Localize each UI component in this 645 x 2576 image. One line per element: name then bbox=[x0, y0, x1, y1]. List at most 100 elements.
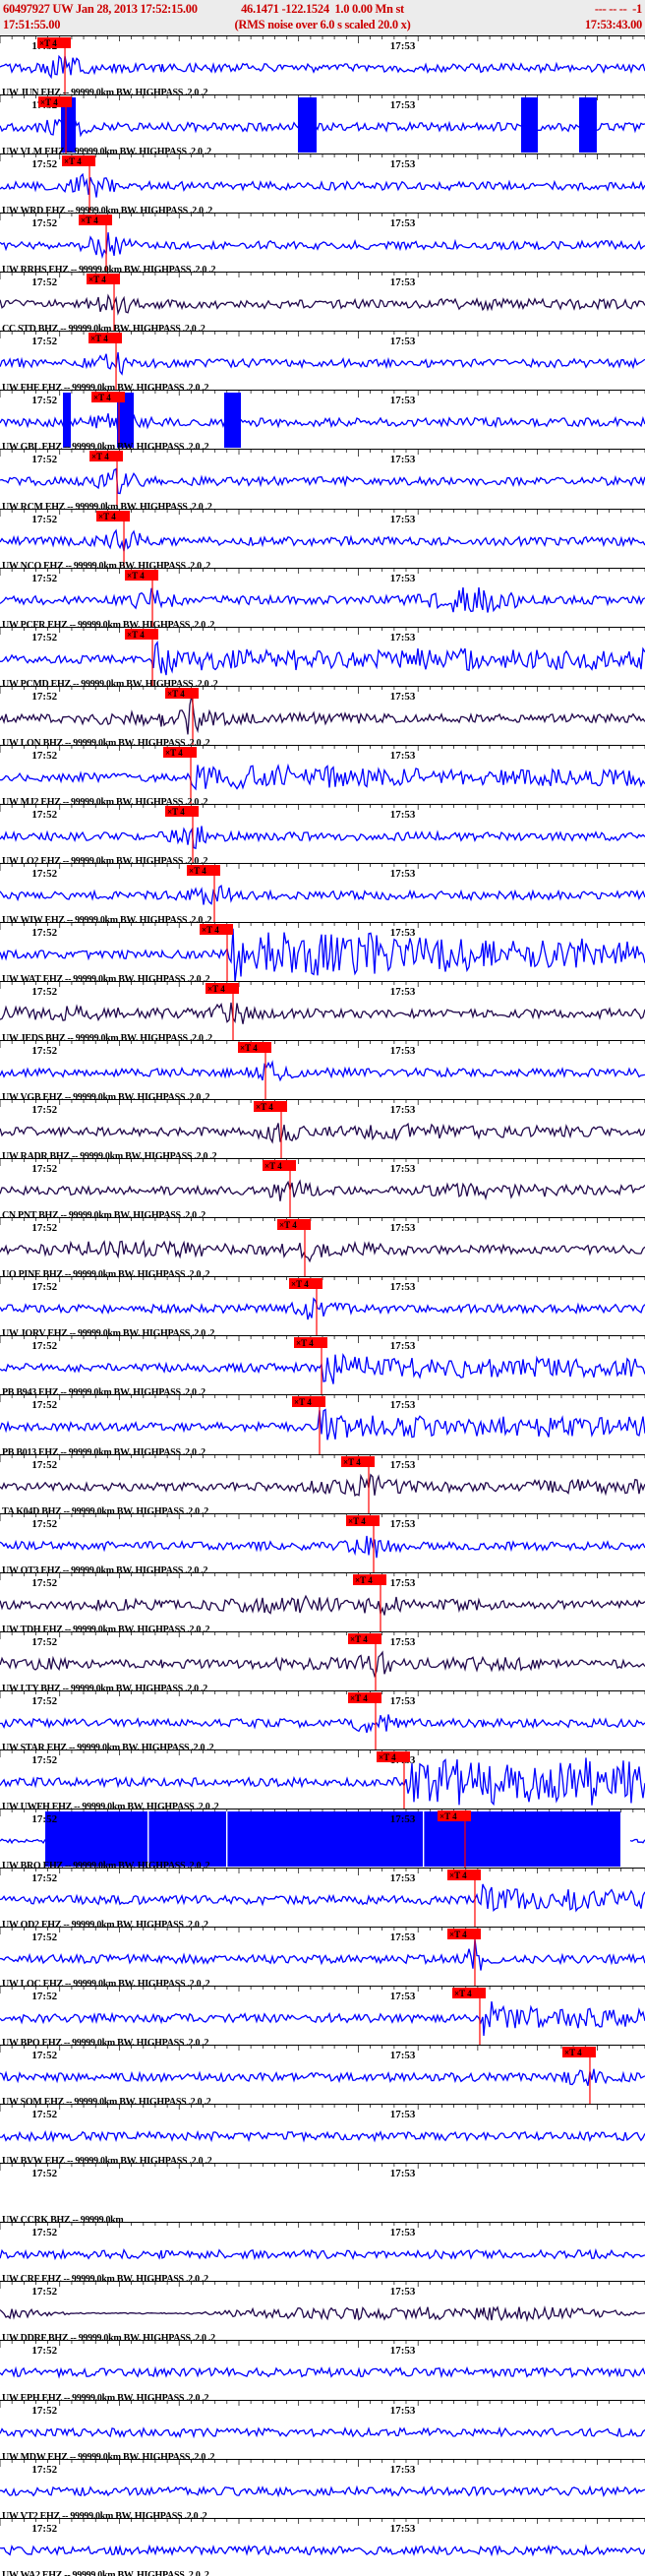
svg-text:×T 4: ×T 4 bbox=[207, 984, 225, 994]
svg-text:×T 4: ×T 4 bbox=[343, 1456, 361, 1466]
svg-text:×T 4: ×T 4 bbox=[81, 215, 98, 225]
svg-text:×T 4: ×T 4 bbox=[40, 97, 58, 107]
svg-text:×T 4: ×T 4 bbox=[91, 452, 109, 461]
svg-text:17:52: 17:52 bbox=[31, 573, 57, 584]
svg-text:×T 4: ×T 4 bbox=[98, 511, 116, 521]
svg-text:17:52: 17:52 bbox=[31, 2464, 57, 2476]
svg-text:17:52: 17:52 bbox=[31, 986, 57, 998]
svg-text:17:52: 17:52 bbox=[31, 2109, 57, 2120]
svg-text:17:52: 17:52 bbox=[31, 1045, 57, 1057]
svg-text:×T 4: ×T 4 bbox=[167, 689, 185, 699]
svg-text:17:52: 17:52 bbox=[31, 513, 57, 524]
svg-text:17:53: 17:53 bbox=[390, 2168, 416, 2179]
svg-text:17:52: 17:52 bbox=[31, 2168, 57, 2179]
svg-text:17:53: 17:53 bbox=[390, 2464, 416, 2476]
svg-text:17:53: 17:53 bbox=[390, 2050, 416, 2061]
svg-text:17:52: 17:52 bbox=[31, 750, 57, 762]
svg-text:17:52: 17:52 bbox=[31, 927, 57, 939]
svg-text:17:52: 17:52 bbox=[31, 1163, 57, 1175]
svg-text:×T 4: ×T 4 bbox=[564, 2048, 582, 2057]
svg-text:17:53: 17:53 bbox=[390, 573, 416, 584]
svg-text:17:53: 17:53 bbox=[390, 2227, 416, 2239]
svg-text:17:53: 17:53 bbox=[390, 1104, 416, 1116]
svg-text:×T 4: ×T 4 bbox=[296, 1338, 314, 1348]
svg-text:17:53: 17:53 bbox=[390, 927, 416, 939]
svg-text:17:52: 17:52 bbox=[31, 809, 57, 821]
svg-text:17:52: 17:52 bbox=[31, 1695, 57, 1707]
svg-text:17:52: 17:52 bbox=[31, 1222, 57, 1234]
svg-text:17:53: 17:53 bbox=[390, 1518, 416, 1530]
svg-text:×T 4: ×T 4 bbox=[348, 1516, 366, 1526]
svg-text:17:53: 17:53 bbox=[390, 1163, 416, 1175]
svg-text:×T 4: ×T 4 bbox=[165, 748, 183, 758]
svg-text:17:53: 17:53 bbox=[390, 513, 416, 524]
svg-text:17:52: 17:52 bbox=[31, 1991, 57, 2002]
svg-text:×T 4: ×T 4 bbox=[90, 334, 108, 343]
svg-text:×T 4: ×T 4 bbox=[127, 630, 145, 640]
svg-text:17:52: 17:52 bbox=[31, 1340, 57, 1352]
svg-text:17:53: 17:53 bbox=[390, 395, 416, 406]
svg-text:17:53: 17:53 bbox=[390, 158, 416, 170]
svg-text:17:53: 17:53 bbox=[390, 276, 416, 288]
svg-text:17:52: 17:52 bbox=[31, 217, 57, 229]
svg-text:17:52: 17:52 bbox=[31, 1754, 57, 1766]
svg-text:17:53: 17:53 bbox=[390, 99, 416, 111]
svg-text:17:52: 17:52 bbox=[31, 1636, 57, 1648]
svg-text:17:53: 17:53 bbox=[390, 1872, 416, 1884]
svg-text:17:52: 17:52 bbox=[31, 1577, 57, 1589]
svg-text:17:53: 17:53 bbox=[390, 217, 416, 229]
svg-text:17:53: 17:53 bbox=[390, 868, 416, 880]
svg-text:17:53: 17:53 bbox=[390, 1932, 416, 1943]
svg-text:17:53: 17:53 bbox=[390, 1813, 416, 1825]
svg-text:17:52: 17:52 bbox=[31, 1104, 57, 1116]
svg-text:17:52: 17:52 bbox=[31, 1518, 57, 1530]
svg-text:×T 4: ×T 4 bbox=[449, 1930, 467, 1939]
svg-text:17:52: 17:52 bbox=[31, 868, 57, 880]
svg-text:17:52: 17:52 bbox=[31, 2286, 57, 2298]
svg-text:17:53: 17:53 bbox=[390, 632, 416, 644]
svg-text:×T 4: ×T 4 bbox=[294, 1397, 312, 1407]
svg-text:17:53: 17:53 bbox=[390, 691, 416, 703]
svg-text:×T 4: ×T 4 bbox=[127, 571, 145, 581]
svg-text:×T 4: ×T 4 bbox=[355, 1575, 373, 1585]
svg-text:17:53: 17:53 bbox=[390, 2523, 416, 2535]
svg-text:17:53: 17:53 bbox=[390, 1281, 416, 1293]
svg-text:17:53: 17:53 bbox=[390, 40, 416, 52]
svg-text:17:52: 17:52 bbox=[31, 2227, 57, 2239]
svg-text:×T 4: ×T 4 bbox=[64, 156, 82, 166]
svg-text:17:52: 17:52 bbox=[31, 1932, 57, 1943]
svg-text:×T 4: ×T 4 bbox=[291, 1279, 309, 1289]
svg-text:17:52: 17:52 bbox=[31, 1458, 57, 1470]
svg-text:17:52: 17:52 bbox=[31, 2523, 57, 2535]
svg-text:17:52: 17:52 bbox=[31, 2404, 57, 2416]
svg-text:17:53: 17:53 bbox=[390, 1340, 416, 1352]
svg-text:×T 4: ×T 4 bbox=[240, 1043, 258, 1053]
svg-text:17:53: 17:53 bbox=[390, 2286, 416, 2298]
svg-text:×T 4: ×T 4 bbox=[279, 1220, 297, 1230]
svg-text:17:53: 17:53 bbox=[390, 1222, 416, 1234]
svg-text:17:52: 17:52 bbox=[31, 691, 57, 703]
svg-text:17:53: 17:53 bbox=[390, 750, 416, 762]
svg-text:×T 4: ×T 4 bbox=[167, 807, 185, 817]
svg-text:×T 4: ×T 4 bbox=[350, 1634, 368, 1644]
svg-text:17:52: 17:52 bbox=[31, 276, 57, 288]
svg-text:17:53: 17:53 bbox=[390, 809, 416, 821]
svg-text:×T 4: ×T 4 bbox=[454, 1989, 472, 1998]
svg-text:×T 4: ×T 4 bbox=[202, 925, 219, 935]
svg-text:×T 4: ×T 4 bbox=[440, 1811, 457, 1821]
svg-text:×T 4: ×T 4 bbox=[264, 1161, 282, 1171]
svg-text:17:53: 17:53 bbox=[390, 2404, 416, 2416]
svg-text:17:53: 17:53 bbox=[390, 1695, 416, 1707]
svg-text:17:52: 17:52 bbox=[31, 1813, 57, 1825]
svg-text:17:52: 17:52 bbox=[31, 336, 57, 347]
svg-text:17:53: 17:53 bbox=[390, 1991, 416, 2002]
svg-text:17:53: 17:53 bbox=[390, 1577, 416, 1589]
svg-text:17:52: 17:52 bbox=[31, 1281, 57, 1293]
svg-text:17:52: 17:52 bbox=[31, 454, 57, 465]
svg-text:17:52: 17:52 bbox=[31, 2345, 57, 2357]
svg-text:×T 4: ×T 4 bbox=[256, 1102, 273, 1112]
svg-text:×T 4: ×T 4 bbox=[350, 1693, 368, 1703]
svg-text:17:53: 17:53 bbox=[390, 986, 416, 998]
svg-text:17:53: 17:53 bbox=[390, 454, 416, 465]
svg-text:17:53: 17:53 bbox=[390, 2109, 416, 2120]
